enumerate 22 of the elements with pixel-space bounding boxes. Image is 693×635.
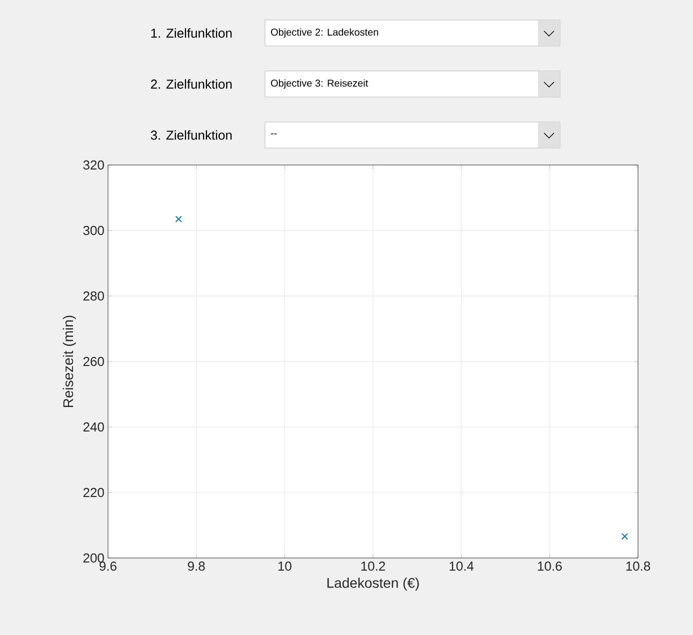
x-axis-title: Ladekosten (€) bbox=[327, 578, 419, 591]
y-tick-label: 280 bbox=[83, 291, 104, 301]
y-tick-label: 300 bbox=[83, 226, 104, 236]
x-tick-label: 10.8 bbox=[626, 562, 650, 571]
x-tick-label: 10.2 bbox=[361, 562, 385, 571]
x-tick-label: 10 bbox=[278, 562, 292, 571]
text: 3. Zielfunktion bbox=[150, 130, 232, 140]
y-tick-label: 260 bbox=[83, 356, 104, 366]
x-tick-label: 9.8 bbox=[188, 562, 205, 571]
y-tick-label: 200 bbox=[83, 553, 104, 563]
text: -- bbox=[270, 133, 277, 134]
y-tick-label: 320 bbox=[83, 160, 104, 170]
x-tick-label: 10.4 bbox=[450, 562, 474, 571]
y-tick-label: 220 bbox=[83, 488, 104, 498]
text: Objective 3: Reisezeit bbox=[271, 79, 368, 89]
x-tick-label: 10.6 bbox=[538, 562, 562, 571]
text: Objective 2: Ladekosten bbox=[271, 28, 378, 38]
y-tick-label: 240 bbox=[83, 422, 104, 432]
y-axis-title: Reisezeit (min) bbox=[62, 316, 76, 408]
text: 2. Zielfunktion bbox=[150, 79, 232, 89]
x-tick-label: 9.6 bbox=[100, 562, 116, 571]
text: 1. Zielfunktion bbox=[151, 28, 232, 38]
